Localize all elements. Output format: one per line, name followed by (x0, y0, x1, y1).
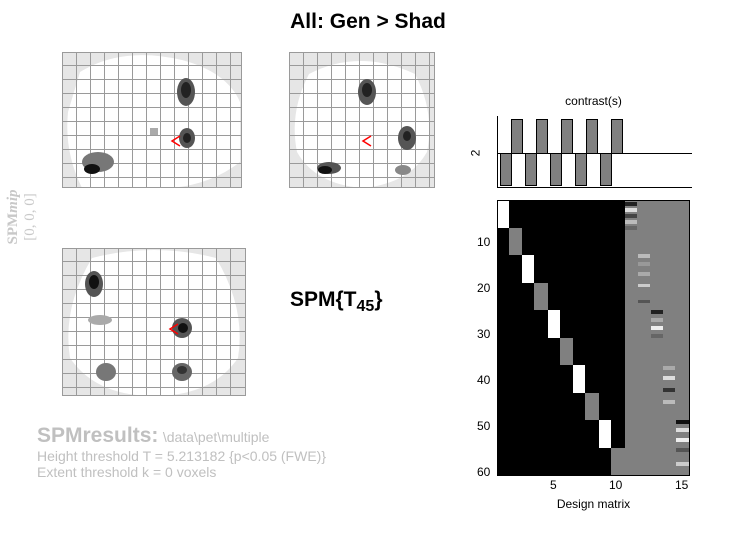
height-threshold: Height threshold T = 5.213182 {p<0.05 (F… (37, 448, 327, 464)
x-tick: 5 (550, 478, 557, 492)
design-matrix-label: Design matrix (556, 497, 631, 511)
y-tick: 60 (477, 465, 491, 479)
x-tick: 15 (675, 478, 689, 492)
spm-mip-label: SPMmip [0, 0, 0] (5, 189, 38, 245)
x-tick: 10 (609, 478, 623, 492)
results-path: \data\pet\multiple (162, 429, 270, 445)
y-tick: 50 (477, 419, 491, 433)
mip-transverse-view[interactable] (62, 248, 246, 396)
contrast-title: contrast(s) (565, 94, 622, 108)
mip-sagittal-view[interactable] (62, 52, 242, 188)
mip-coronal-view[interactable] (289, 52, 435, 188)
cursor-marker-icon (170, 135, 181, 147)
cursor-marker-icon (168, 323, 179, 335)
cursor-marker-icon (361, 135, 372, 147)
extent-threshold: Extent threshold k = 0 voxels (37, 464, 217, 480)
y-tick: 20 (477, 281, 491, 295)
results-heading: SPMresults: (37, 424, 159, 447)
contrast-number: 2 (468, 149, 483, 157)
design-matrix[interactable] (497, 200, 690, 481)
y-tick: 40 (477, 373, 491, 387)
figure-title: All: Gen > Shad (290, 10, 446, 33)
spm-statistic-label: SPM{T45} (290, 288, 383, 316)
y-tick: 10 (477, 235, 491, 249)
contrast-plot[interactable] (497, 116, 692, 193)
results-summary: SPMresults: \data\pet\multiple Height th… (37, 424, 326, 480)
y-tick: 30 (477, 327, 491, 341)
